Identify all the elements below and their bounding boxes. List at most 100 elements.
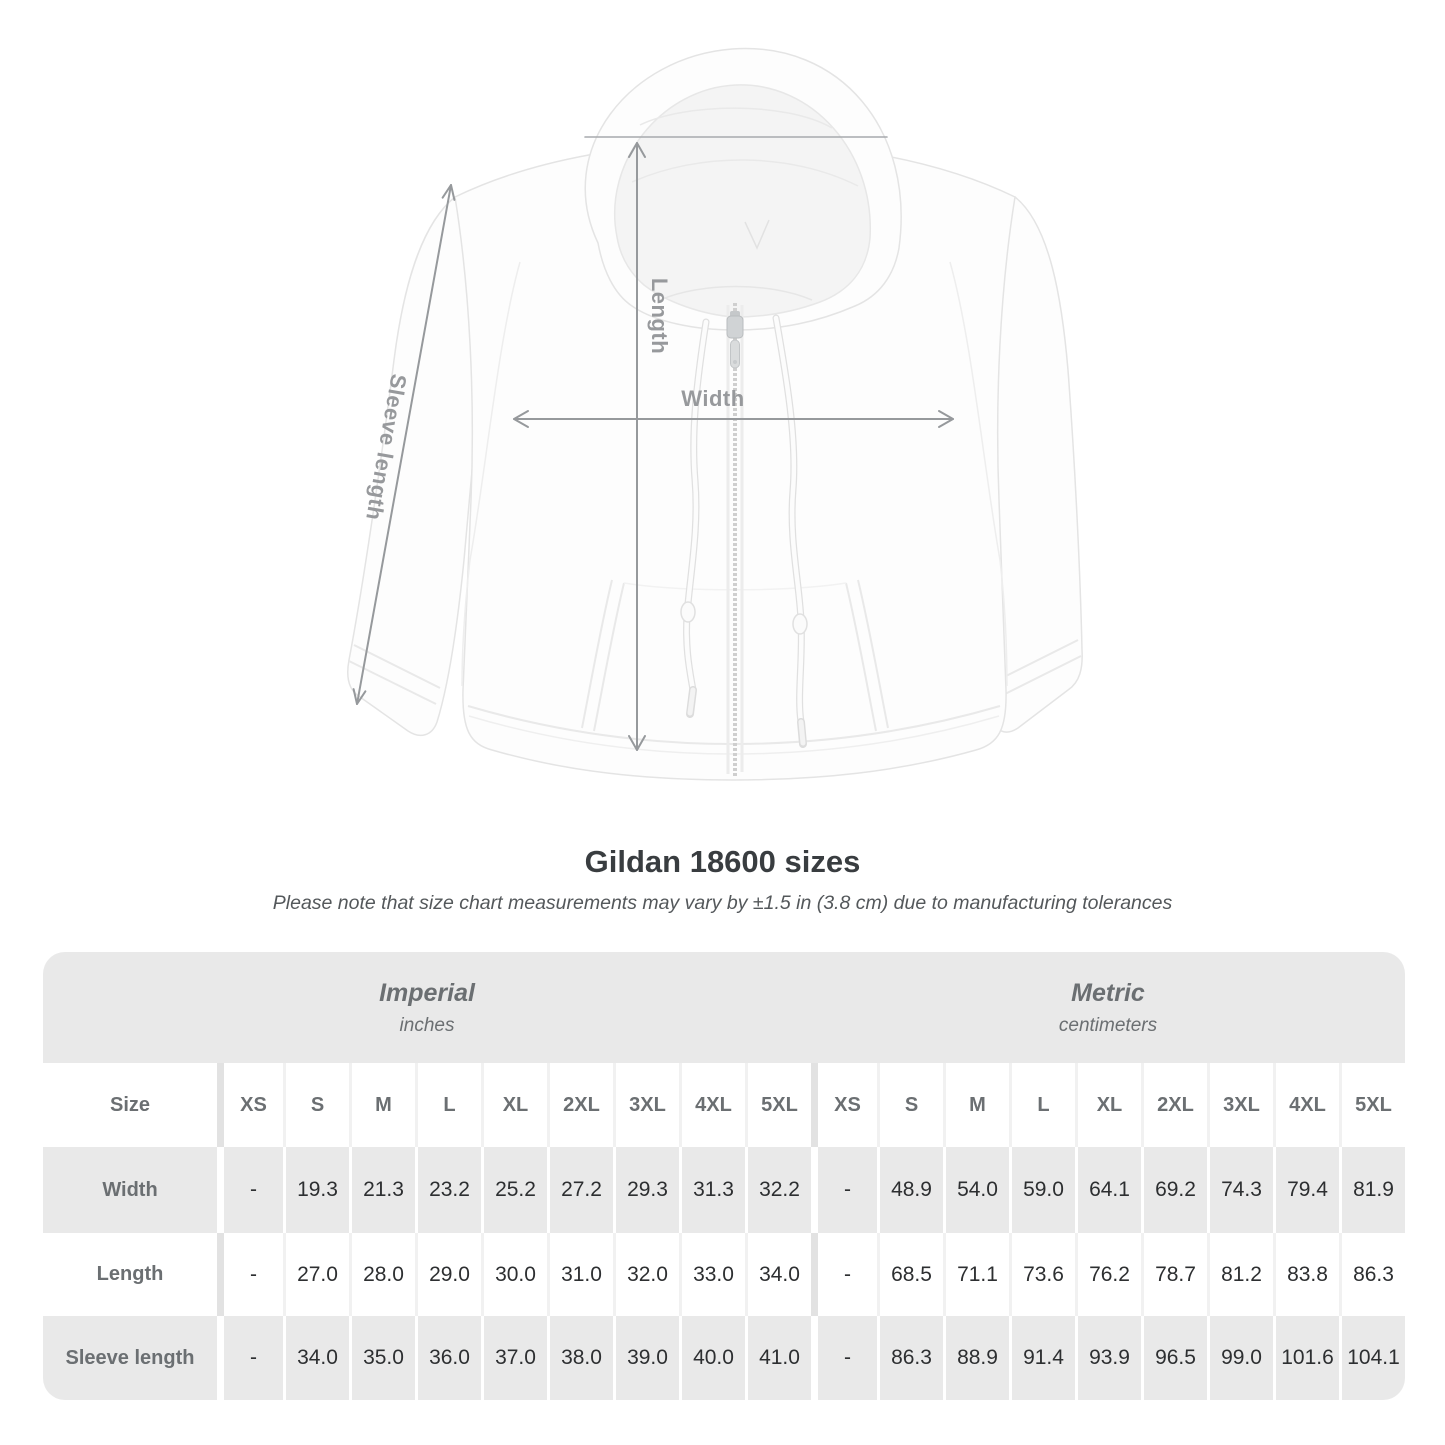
imperial-value-cell: 34.0: [745, 1233, 811, 1316]
imperial-value-cell: 33.0: [679, 1233, 745, 1316]
imperial-value-cell: 19.3: [283, 1147, 349, 1233]
metric-value-cell: 83.8: [1273, 1233, 1339, 1316]
imperial-value-cell: 36.0: [415, 1316, 481, 1400]
metric-value-cell: 91.4: [1009, 1316, 1075, 1400]
metric-value-cell: 86.3: [877, 1316, 943, 1400]
imperial-value-cell: 30.0: [481, 1233, 547, 1316]
armhole-seams: [461, 261, 1008, 687]
imperial-value-cell: 32.2: [745, 1147, 811, 1233]
hoodie-illustration: Length Width Sleeve length: [347, 47, 1083, 781]
metric-value-cell: 81.2: [1207, 1233, 1273, 1316]
page-title: Gildan 18600 sizes: [584, 844, 861, 879]
imperial-size-header-2xl: 2XL: [547, 1063, 613, 1147]
imperial-value-cell: 41.0: [745, 1316, 811, 1400]
metric-value-cell: -: [811, 1233, 877, 1316]
metric-size-header-4xl: 4XL: [1273, 1063, 1339, 1147]
length-arrow: [628, 142, 646, 751]
metric-size-header-3xl: 3XL: [1207, 1063, 1273, 1147]
imperial-size-header-l: L: [415, 1063, 481, 1147]
metric-size-header-xs: XS: [811, 1063, 877, 1147]
imperial-value-cell: -: [217, 1316, 283, 1400]
size-table: Imperial inches Metric centimeters Size X…: [43, 952, 1405, 1400]
metric-size-header-5xl: 5XL: [1339, 1063, 1405, 1147]
metric-value-cell: 48.9: [877, 1147, 943, 1233]
imperial-value-cell: 39.0: [613, 1316, 679, 1400]
sleeve-length-arrow: [352, 184, 456, 705]
row-label-width: Width: [43, 1147, 217, 1233]
metric-size-header-l: L: [1009, 1063, 1075, 1147]
imperial-unit: inches: [399, 1014, 455, 1036]
metric-value-cell: 86.3: [1339, 1233, 1405, 1316]
metric-value-cell: 54.0: [943, 1147, 1009, 1233]
zipper: [726, 303, 744, 776]
imperial-size-header-xl: XL: [481, 1063, 547, 1147]
imperial-size-header-m: M: [349, 1063, 415, 1147]
hoodie-diagram: Length Width Sleeve length: [280, 18, 1125, 818]
imperial-value-cell: 21.3: [349, 1147, 415, 1233]
size-column-header: Size: [43, 1063, 217, 1147]
imperial-value-cell: 32.0: [613, 1233, 679, 1316]
metric-value-cell: 71.1: [943, 1233, 1009, 1316]
metric-value-cell: 99.0: [1207, 1316, 1273, 1400]
zipper-slider: [726, 315, 744, 339]
metric-value-cell: 88.9: [943, 1316, 1009, 1400]
imperial-section-header: Imperial inches: [43, 952, 811, 1063]
imperial-value-cell: 40.0: [679, 1316, 745, 1400]
imperial-value-cell: 31.3: [679, 1147, 745, 1233]
metric-unit: centimeters: [1058, 1014, 1158, 1036]
metric-size-header-xl: XL: [1075, 1063, 1141, 1147]
imperial-value-cell: 35.0: [349, 1316, 415, 1400]
tolerance-note: Please note that size chart measurements…: [272, 892, 1173, 914]
hood: [584, 47, 902, 331]
metric-value-cell: 79.4: [1273, 1147, 1339, 1233]
imperial-value-cell: 27.0: [283, 1233, 349, 1316]
imperial-value-cell: 38.0: [547, 1316, 613, 1400]
metric-value-cell: 68.5: [877, 1233, 943, 1316]
imperial-size-header-xs: XS: [217, 1063, 283, 1147]
metric-value-cell: 104.1: [1339, 1316, 1405, 1400]
imperial-value-cell: -: [217, 1233, 283, 1316]
hood-folds: [631, 107, 859, 301]
size-grid: Size XS S M L XL 2XL 3XL 4XL 5XL XS S M L XL 2XL 3XL 4XL 5…: [43, 1063, 1405, 1400]
metric-value-cell: 81.9: [1339, 1147, 1405, 1233]
metric-value-cell: 64.1: [1075, 1147, 1141, 1233]
metric-value-cell: 96.5: [1141, 1316, 1207, 1400]
width-arrow: [513, 410, 954, 428]
imperial-value-cell: 29.3: [613, 1147, 679, 1233]
imperial-value-cell: 34.0: [283, 1316, 349, 1400]
drawstrings: [680, 314, 808, 748]
imperial-size-header-5xl: 5XL: [745, 1063, 811, 1147]
metric-value-cell: -: [811, 1316, 877, 1400]
imperial-value-cell: -: [217, 1147, 283, 1233]
metric-section-header: Metric centimeters: [811, 952, 1405, 1063]
metric-value-cell: 59.0: [1009, 1147, 1075, 1233]
row-label-sleeve-length: Sleeve length: [43, 1316, 217, 1400]
metric-value-cell: 93.9: [1075, 1316, 1141, 1400]
measurement-arrows: [352, 136, 954, 751]
metric-title: Metric: [1071, 978, 1145, 1007]
imperial-value-cell: 27.2: [547, 1147, 613, 1233]
row-label-length: Length: [43, 1233, 217, 1316]
metric-value-cell: 76.2: [1075, 1233, 1141, 1316]
imperial-size-header-3xl: 3XL: [613, 1063, 679, 1147]
imperial-value-cell: 37.0: [481, 1316, 547, 1400]
imperial-value-cell: 31.0: [547, 1233, 613, 1316]
metric-value-cell: 69.2: [1141, 1147, 1207, 1233]
metric-value-cell: 74.3: [1207, 1147, 1273, 1233]
width-label: Width: [681, 386, 744, 411]
metric-value-cell: -: [811, 1147, 877, 1233]
zipper-pull: [730, 339, 740, 369]
imperial-size-header-4xl: 4XL: [679, 1063, 745, 1147]
metric-size-header-s: S: [877, 1063, 943, 1147]
imperial-value-cell: 25.2: [481, 1147, 547, 1233]
metric-size-header-m: M: [943, 1063, 1009, 1147]
imperial-size-header-s: S: [283, 1063, 349, 1147]
metric-value-cell: 101.6: [1273, 1316, 1339, 1400]
imperial-value-cell: 23.2: [415, 1147, 481, 1233]
imperial-title: Imperial: [379, 978, 475, 1007]
metric-size-header-2xl: 2XL: [1141, 1063, 1207, 1147]
imperial-value-cell: 29.0: [415, 1233, 481, 1316]
imperial-value-cell: 28.0: [349, 1233, 415, 1316]
metric-value-cell: 78.7: [1141, 1233, 1207, 1316]
